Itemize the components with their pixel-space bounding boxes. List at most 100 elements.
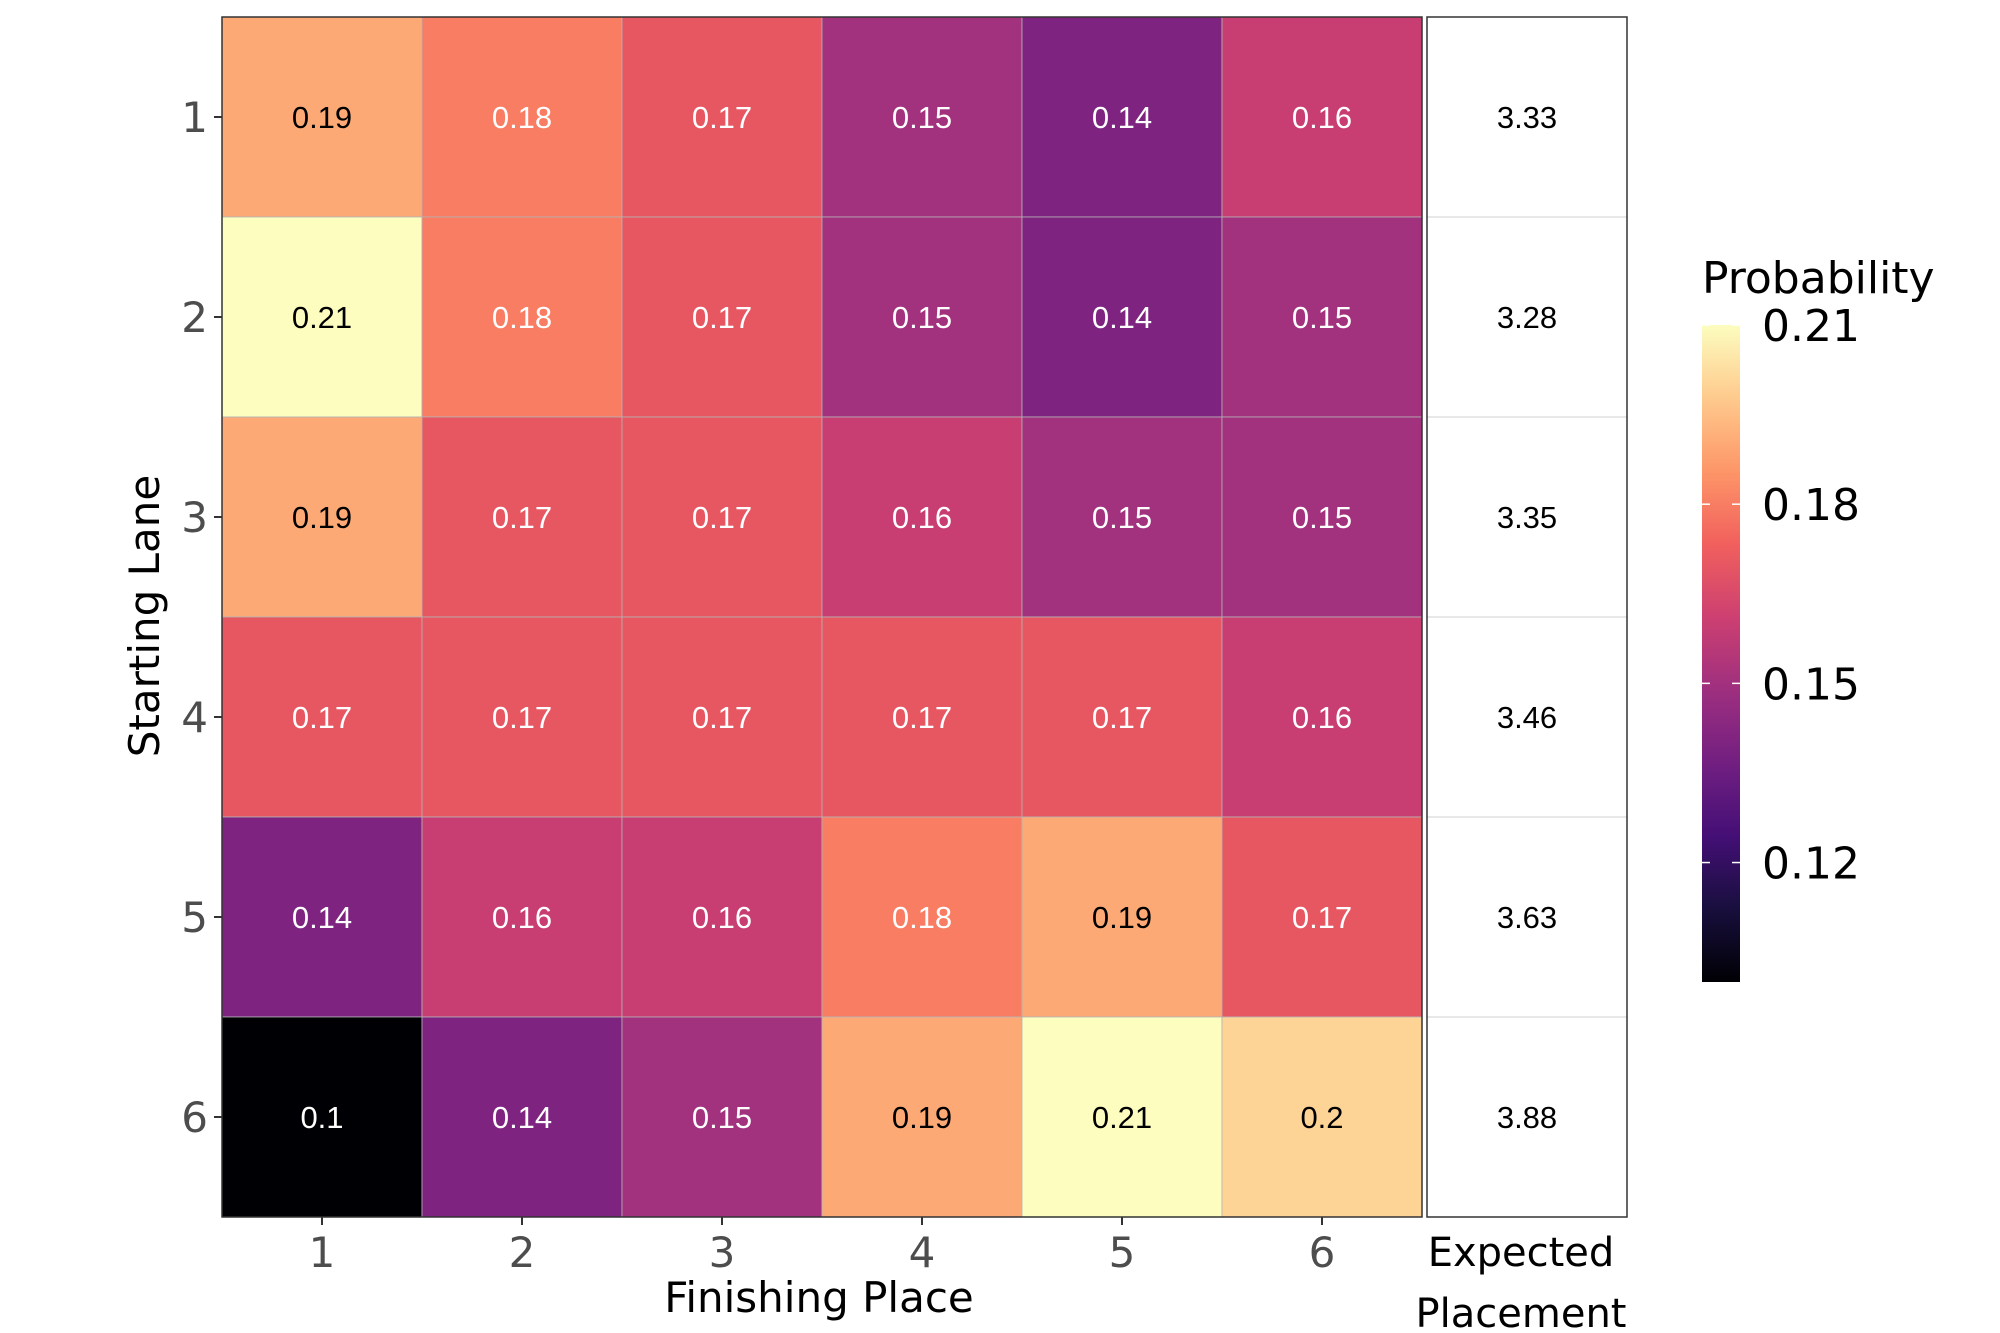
heatmap-cell	[421, 616, 623, 818]
x-axis-title: Finishing Place	[664, 1273, 974, 1322]
heatmap-cell-label: 0.17	[692, 500, 752, 535]
heatmap-cell	[1221, 416, 1423, 618]
heatmap-cell	[1021, 416, 1223, 618]
heatmap-cell	[821, 416, 1023, 618]
heatmap-cell	[421, 816, 623, 1018]
expected-placement-value: 3.28	[1497, 300, 1557, 335]
y-axis-title: Starting Lane	[120, 475, 169, 758]
expected-placement-cell	[1426, 816, 1628, 1018]
heatmap-cell	[821, 216, 1023, 418]
x-tick-label: 2	[509, 1228, 536, 1277]
heatmap-panel-border	[221, 16, 1423, 1218]
expected-placement-value: 3.35	[1497, 500, 1557, 535]
heatmap-cell-label: 0.14	[1092, 300, 1152, 335]
colorbar-ticks: 0.12 0.15 0.18 0.21	[1702, 301, 1860, 890]
expected-placement-cell	[1426, 616, 1628, 818]
heatmap-cell	[1021, 616, 1223, 818]
heatmap-cell-label: 0.16	[1292, 100, 1352, 135]
heatmap-cell-label: 0.15	[692, 1100, 752, 1135]
heatmap-cell-label: 0.17	[492, 700, 552, 735]
y-tick-label: 2	[181, 293, 208, 342]
heatmap-cell	[221, 16, 423, 218]
heatmap-cell	[821, 616, 1023, 818]
heatmap-cell	[221, 416, 423, 618]
heatmap-cell	[621, 616, 823, 818]
heatmap-cell	[221, 816, 423, 1018]
heatmap-cell-label: 0.15	[892, 300, 952, 335]
heatmap-cell-label: 0.17	[692, 100, 752, 135]
heatmap-cell-labels: 0.19 0.18 0.17 0.15 0.14 0.16 0.21 0.18 0.17 0.15…	[292, 100, 1352, 1135]
x-tick-label: 3	[709, 1228, 736, 1277]
heatmap-cell	[1021, 16, 1223, 218]
heatmap-cell	[1221, 1016, 1423, 1218]
expected-placement-panel: 3.33 3.28 3.35 3.46 3.63 3.88	[1426, 16, 1628, 1218]
heatmap-cell	[1221, 816, 1423, 1018]
y-tick-label: 6	[181, 1093, 208, 1142]
heatmap-cell-label: 0.14	[1092, 100, 1152, 135]
heatmap-cell-label: 0.17	[692, 700, 752, 735]
heatmap-cell	[821, 16, 1023, 218]
colorbar-tick-label: 0.21	[1762, 301, 1860, 352]
colorbar-title: Probability	[1702, 253, 1935, 304]
heatmap-cell	[421, 16, 623, 218]
heatmap-cell-label: 0.19	[292, 100, 352, 135]
heatmap-cell-label: 0.16	[1292, 700, 1352, 735]
heatmap-cell	[621, 816, 823, 1018]
heatmap-cell-label: 0.17	[1292, 900, 1352, 935]
heatmap-cell-label: 0.21	[1092, 1100, 1152, 1135]
heatmap-cell	[1021, 1016, 1223, 1218]
heatmap-cell	[621, 416, 823, 618]
heatmap-cell	[421, 216, 623, 418]
heatmap-cell	[1221, 16, 1423, 218]
heatmap-cell-label: 0.2	[1300, 1100, 1343, 1135]
expected-placement-cell	[1426, 1016, 1628, 1218]
expected-placement-cell	[1426, 216, 1628, 418]
expected-placement-cell	[1426, 416, 1628, 618]
y-tick-label: 1	[181, 93, 208, 142]
heatmap-cell-label: 0.15	[1092, 500, 1152, 535]
heatmap-cell-label: 0.16	[692, 900, 752, 935]
y-tick-label: 5	[181, 893, 208, 942]
heatmap-cell-label: 0.1	[300, 1100, 343, 1135]
colorbar	[1702, 325, 1740, 982]
heatmap-cell	[421, 416, 623, 618]
heatmap-cell-label: 0.17	[692, 300, 752, 335]
heatmap-cell	[1221, 216, 1423, 418]
heatmap-cell	[221, 1016, 423, 1218]
heatmap-cell-label: 0.16	[892, 500, 952, 535]
expected-placement-label-line1: Expected	[1428, 1230, 1615, 1276]
expected-placement-label-line2: Placement	[1416, 1291, 1627, 1333]
heatmap-cell-label: 0.21	[292, 300, 352, 335]
heatmap-cell-label: 0.14	[492, 1100, 552, 1135]
heatmap-cell-label: 0.15	[892, 100, 952, 135]
x-tick-label: 4	[909, 1228, 936, 1277]
heatmap-cell-label: 0.19	[892, 1100, 952, 1135]
heatmap-cell-label: 0.18	[492, 300, 552, 335]
heatmap-cells	[221, 16, 1423, 1218]
colorbar-tick-label: 0.12	[1762, 839, 1860, 890]
heatmap-cell	[1021, 816, 1223, 1018]
heatmap-cell-label: 0.15	[1292, 300, 1352, 335]
expected-placement-value: 3.88	[1497, 1100, 1557, 1135]
x-axis: 1 2 3 4 5 6	[309, 1217, 1336, 1277]
heatmap-cell	[221, 216, 423, 418]
heatmap-cell	[221, 616, 423, 818]
x-tick-label: 6	[1309, 1228, 1336, 1277]
heatmap-cell-label: 0.16	[492, 900, 552, 935]
heatmap-cell-label: 0.17	[1092, 700, 1152, 735]
heatmap-cell-label: 0.19	[1092, 900, 1152, 935]
x-tick-label: 5	[1109, 1228, 1136, 1277]
expected-placement-value: 3.46	[1497, 700, 1557, 735]
expected-placement-border	[1426, 16, 1628, 1218]
colorbar-tick-label: 0.15	[1762, 659, 1860, 710]
y-tick-label: 4	[181, 693, 208, 742]
expected-placement-value: 3.33	[1497, 100, 1557, 135]
x-tick-label: 1	[309, 1228, 336, 1277]
heatmap-cell-label: 0.17	[292, 700, 352, 735]
heatmap-cell-label: 0.18	[892, 900, 952, 935]
y-tick-label: 3	[181, 493, 208, 542]
heatmap-cell-label: 0.19	[292, 500, 352, 535]
heatmap-cell-label: 0.17	[892, 700, 952, 735]
heatmap-cell	[821, 816, 1023, 1018]
